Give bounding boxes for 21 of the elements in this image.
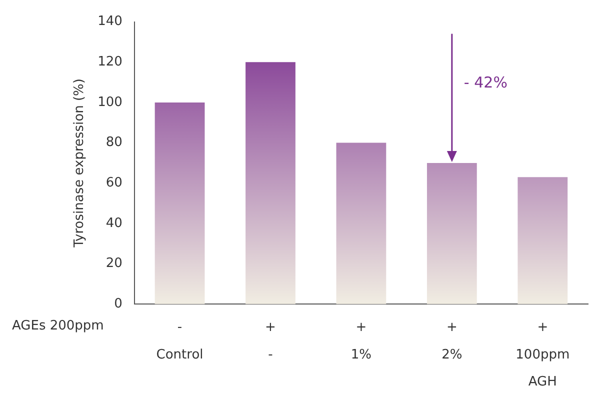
y-axis-title: Tyrosinase expression (%) xyxy=(72,78,88,248)
bar xyxy=(246,62,296,304)
y-tick-label: 60 xyxy=(106,175,122,190)
x-tick-label: + 1% xyxy=(350,320,372,362)
y-tick-label: 120 xyxy=(98,54,122,70)
y-tick-label: 40 xyxy=(106,216,122,231)
x-tick-label: + - xyxy=(265,320,276,362)
y-tick-label: 0 xyxy=(114,296,122,312)
y-tick-label: 100 xyxy=(98,94,122,110)
bar xyxy=(154,102,205,304)
bar xyxy=(426,162,477,304)
x-tick-label: - Control xyxy=(156,320,204,362)
y-tick-label: 20 xyxy=(106,256,122,272)
y-tick-label: 80 xyxy=(106,135,122,150)
annotation: - 42% xyxy=(464,74,508,92)
bar xyxy=(518,177,568,304)
y-tick-label: 140 xyxy=(98,14,122,30)
bar xyxy=(336,142,386,304)
x-tick-label: + 100ppm AGH xyxy=(516,320,570,390)
x-tick-label: + 2% xyxy=(442,320,462,362)
text: AGEs 200ppm xyxy=(12,318,104,334)
